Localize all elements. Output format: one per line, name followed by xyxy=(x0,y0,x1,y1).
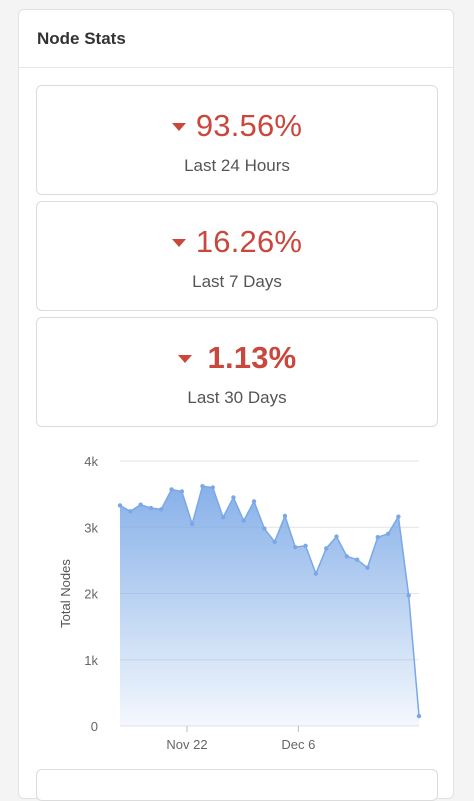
series-area xyxy=(120,486,419,726)
stat-value-text: 16.26% xyxy=(195,224,303,259)
panel-title: Node Stats xyxy=(19,10,453,68)
series-line xyxy=(119,485,420,717)
stat-card-30d: 1.13% Last 30 Days xyxy=(36,317,438,427)
chart-svg: 0 1k 2k 3k 4k Nov 22 Dec 6 Total Nodes xyxy=(58,454,422,752)
data-point xyxy=(385,531,391,537)
data-point xyxy=(159,507,164,512)
data-point xyxy=(138,502,143,507)
data-point xyxy=(313,571,319,576)
data-point xyxy=(406,593,411,598)
data-point xyxy=(251,499,257,504)
data-point xyxy=(148,505,154,511)
stat-label: Last 30 Days xyxy=(187,388,287,407)
data-point xyxy=(282,513,288,519)
total-nodes-chart: 0 1k 2k 3k 4k Nov 22 Dec 6 Total Nodes xyxy=(34,444,454,764)
data-point xyxy=(303,543,308,548)
stat-card-7d: 16.26% Last 7 Days xyxy=(36,201,438,311)
data-point xyxy=(128,509,133,514)
data-point xyxy=(231,495,236,500)
caret-down-icon xyxy=(171,239,186,247)
data-point xyxy=(262,526,267,531)
data-point xyxy=(200,483,205,489)
stat-value: 1.13% xyxy=(37,340,437,376)
stat-label: Last 7 Days xyxy=(192,272,282,291)
data-point xyxy=(396,514,401,519)
data-point xyxy=(179,489,185,494)
data-point xyxy=(354,557,360,562)
data-point xyxy=(272,539,277,545)
next-card xyxy=(36,769,438,801)
caret-down-icon xyxy=(171,123,186,131)
y-tick-label: 2k xyxy=(84,587,98,602)
data-point xyxy=(324,546,329,551)
data-point xyxy=(344,554,350,559)
y-tick-label: 1k xyxy=(84,653,98,668)
y-tick-label: 0 xyxy=(91,719,98,734)
stat-value: 16.26% xyxy=(37,224,437,260)
stat-label: Last 24 Hours xyxy=(184,156,290,175)
x-tick-label: Dec 6 xyxy=(281,737,315,752)
data-point xyxy=(117,503,123,508)
data-point xyxy=(189,521,195,527)
data-point xyxy=(169,487,174,492)
y-tick-label: 3k xyxy=(84,520,98,535)
y-tick-label: 4k xyxy=(84,454,98,469)
data-point xyxy=(334,534,339,539)
data-point xyxy=(241,518,246,523)
stat-value: 93.56% xyxy=(37,108,437,144)
data-point xyxy=(220,515,226,520)
data-point xyxy=(293,544,298,550)
stat-card-24h: 93.56% Last 24 Hours xyxy=(36,85,438,195)
y-axis-label: Total Nodes xyxy=(58,559,73,628)
caret-down-icon xyxy=(177,355,192,363)
stat-value-text: 93.56% xyxy=(195,108,303,143)
stat-value-text: 1.13% xyxy=(207,340,297,375)
data-point xyxy=(416,713,422,719)
data-point xyxy=(375,534,380,540)
x-tick-label: Nov 22 xyxy=(166,737,207,752)
data-point xyxy=(365,565,370,570)
data-point xyxy=(210,485,215,490)
